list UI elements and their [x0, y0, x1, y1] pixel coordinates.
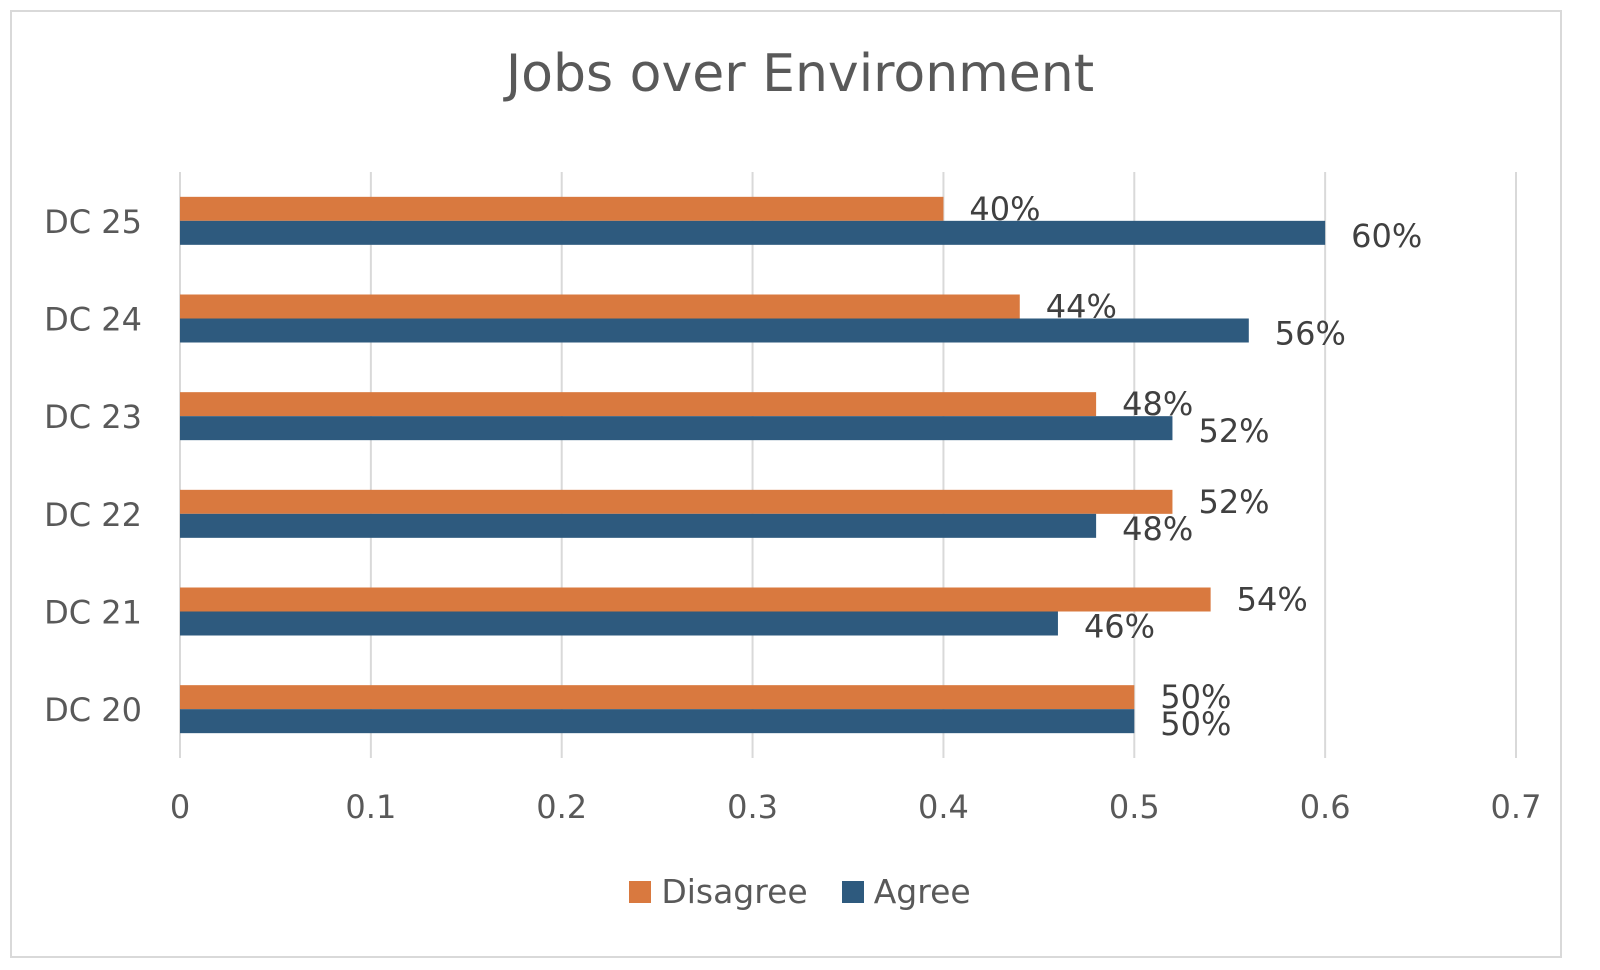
- chart-title: Jobs over Environment: [505, 44, 1095, 104]
- data-label: 56%: [1275, 315, 1346, 353]
- legend-swatch-disagree: [629, 880, 652, 903]
- x-tick-label: 0.2: [536, 788, 587, 826]
- bar-disagree: [180, 392, 1097, 417]
- x-tick-label: 0.4: [918, 788, 969, 826]
- data-label: 60%: [1351, 217, 1422, 255]
- bar-agree: [180, 318, 1249, 343]
- data-label: 48%: [1122, 510, 1193, 548]
- y-category-label: DC 23: [44, 398, 142, 436]
- data-label: 50%: [1160, 678, 1231, 716]
- y-category-label: DC 22: [44, 496, 142, 534]
- data-label: 46%: [1084, 608, 1155, 646]
- bar-agree: [180, 709, 1135, 734]
- bar-agree: [180, 611, 1058, 636]
- x-tick-label: 0: [170, 788, 190, 826]
- bar-disagree: [180, 685, 1135, 710]
- bar-disagree: [180, 294, 1020, 319]
- legend: Disagree Agree: [0, 872, 1600, 911]
- legend-label-disagree: Disagree: [661, 872, 808, 911]
- y-category-label: DC 21: [44, 594, 142, 632]
- legend-item-disagree: Disagree: [629, 872, 808, 911]
- x-tick-label: 0.3: [727, 788, 778, 826]
- x-tick-label: 0.6: [1300, 788, 1351, 826]
- data-label: 52%: [1198, 412, 1269, 450]
- data-label: 52%: [1198, 483, 1269, 521]
- bar-agree: [180, 513, 1097, 538]
- bar-disagree: [180, 489, 1173, 514]
- bar-disagree: [180, 587, 1211, 612]
- data-label: 50%: [1160, 705, 1231, 743]
- chart-frame: [10, 10, 1562, 958]
- legend-swatch-agree: [841, 880, 864, 903]
- x-tick-label: 0.1: [345, 788, 396, 826]
- bar-agree: [180, 220, 1326, 245]
- data-label: 54%: [1237, 581, 1308, 619]
- legend-label-agree: Agree: [873, 872, 971, 911]
- legend-item-agree: Agree: [841, 872, 971, 911]
- x-tick-label: 0.7: [1491, 788, 1542, 826]
- y-category-label: DC 25: [44, 203, 142, 241]
- bar-agree: [180, 416, 1173, 441]
- bar-disagree: [180, 196, 944, 221]
- x-tick-label: 0.5: [1109, 788, 1160, 826]
- y-category-label: DC 24: [44, 301, 142, 339]
- y-category-label: DC 20: [44, 691, 142, 729]
